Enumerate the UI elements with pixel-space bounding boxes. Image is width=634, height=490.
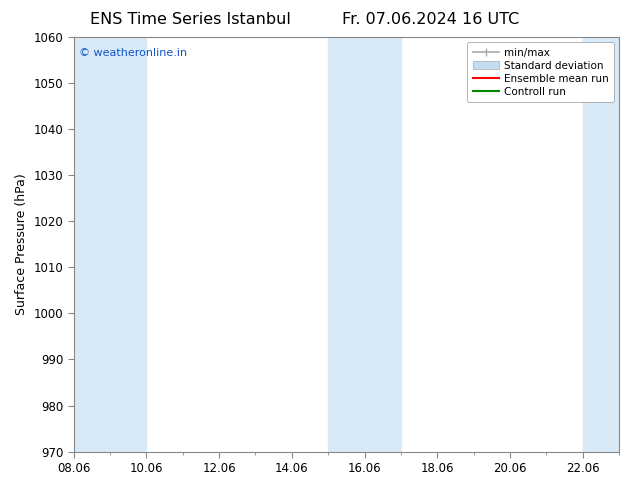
Y-axis label: Surface Pressure (hPa): Surface Pressure (hPa) xyxy=(15,173,28,315)
Bar xyxy=(74,37,110,452)
Text: Fr. 07.06.2024 16 UTC: Fr. 07.06.2024 16 UTC xyxy=(342,12,520,27)
Bar xyxy=(328,37,401,452)
Bar xyxy=(583,37,619,452)
Text: ENS Time Series Istanbul: ENS Time Series Istanbul xyxy=(90,12,290,27)
Text: © weatheronline.in: © weatheronline.in xyxy=(79,48,187,57)
Legend: min/max, Standard deviation, Ensemble mean run, Controll run: min/max, Standard deviation, Ensemble me… xyxy=(467,42,614,102)
Bar xyxy=(110,37,146,452)
